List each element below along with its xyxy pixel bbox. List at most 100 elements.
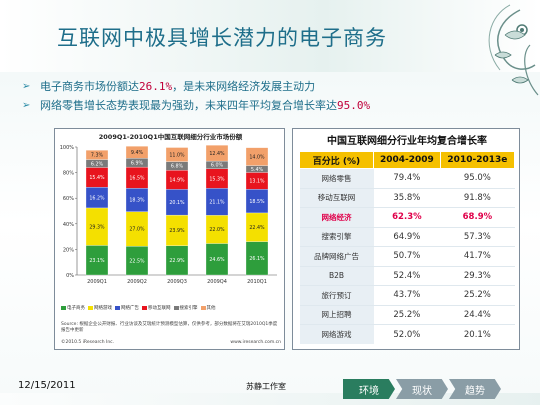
- chart-title: 2009Q1-2010Q1中国互联网细分行业市场份额: [98, 133, 243, 141]
- nav-tab-trend[interactable]: 趋势: [449, 379, 501, 399]
- row-value: 52.0%: [373, 324, 441, 344]
- row-value: 57.3%: [440, 226, 515, 247]
- legend-label: 移动互联网: [148, 306, 171, 311]
- x-tick-label: 2009Q1: [87, 279, 107, 285]
- table-title: 中国互联网细分行业年均复合增长率: [327, 136, 487, 147]
- data-label: 9.4%: [131, 150, 144, 156]
- row-value: 95.0%: [440, 168, 515, 188]
- bullet-text: 网络零售增长态势表现最为强劲，未来四年平均复合增长率达: [40, 99, 337, 112]
- table-row: 移动互联网 35.8% 91.8%: [299, 187, 515, 208]
- bullet-item: ➢ 网络零售增长态势表现最为强劲，未来四年平均复合增长率达 95.0%: [22, 96, 370, 115]
- row-label: 移动互联网: [299, 187, 374, 208]
- data-label: 11.0%: [169, 152, 185, 158]
- chart-footer: ©2010.5 iResearch Inc. www.iresearch.com…: [61, 340, 281, 345]
- bar-segment: [85, 150, 109, 160]
- row-value: 68.9%: [440, 207, 515, 227]
- chart-legend: 电子商务 网络游戏 网络广告 移动互联网 搜索引擎 其他: [61, 305, 283, 311]
- data-label: 6.2%: [91, 161, 104, 167]
- row-label: 旅行预订: [299, 285, 374, 305]
- legend-item: 电子商务: [61, 305, 85, 311]
- data-label: 23.9%: [169, 228, 185, 234]
- x-tick-label: 2010Q1: [247, 279, 267, 285]
- data-label: 5.4%: [251, 167, 264, 173]
- chart-website: www.iresearch.com.cn: [230, 340, 281, 345]
- x-tick-label: 2009Q2: [127, 279, 147, 285]
- legend-item: 网络游戏: [88, 305, 112, 311]
- legend-swatch: [142, 306, 147, 310]
- bullet-item: ➢ 电子商务市场份额达 26.1% ，是未来网络经济发展主动力: [22, 77, 370, 96]
- arrow-bullet-icon: ➢: [22, 100, 31, 111]
- y-tick-label: 60%: [63, 196, 74, 202]
- slide-author: 苏静工作室: [246, 382, 286, 391]
- legend-swatch: [61, 306, 66, 310]
- chart-copyright: ©2010.5 iResearch Inc.: [61, 340, 115, 345]
- nav-tab-status[interactable]: 现状: [396, 379, 448, 399]
- table-header: 百分比 (%): [299, 151, 374, 169]
- bullet-highlight: 95.0%: [337, 99, 371, 112]
- legend-label: 网络游戏: [94, 306, 112, 311]
- chart-source: Source: 根据企业公开财报、行业访谈及艾瑞统计预测模型估算，仅供参考，部分…: [61, 322, 278, 333]
- bullet-list: ➢ 电子商务市场份额达 26.1% ，是未来网络经济发展主动力 ➢ 网络零售增长…: [22, 77, 370, 115]
- stacked-bar-chart: 0% 20% 40% 60% 80% 100% 23.1% 29.3% 16.2% 15.4% 6.…: [54, 128, 285, 350]
- row-value: 50.7%: [373, 246, 441, 266]
- data-label: 13.1%: [249, 179, 265, 185]
- y-tick-label: 20%: [63, 247, 74, 253]
- legend-swatch: [88, 306, 93, 310]
- nav-tab-environment[interactable]: 环境: [343, 379, 395, 399]
- bar-segment: [245, 147, 269, 166]
- row-value: 41.7%: [440, 246, 515, 266]
- header-band: [0, 0, 540, 72]
- legend-label: 网络广告: [121, 306, 139, 311]
- legend-label: 电子商务: [67, 306, 85, 311]
- row-value: 62.3%: [373, 207, 441, 227]
- data-label: 23.1%: [89, 258, 105, 264]
- bar-segment: [165, 147, 189, 162]
- row-label: 网上招聘: [299, 304, 374, 325]
- data-label: 26.1%: [249, 256, 265, 262]
- peacock-ornament-icon: [488, 4, 539, 96]
- row-value: 43.7%: [373, 285, 441, 305]
- legend-item: 其他: [200, 305, 216, 311]
- x-tick-label: 2009Q3: [167, 279, 187, 285]
- data-label: 14.9%: [169, 178, 185, 184]
- legend-item: 网络广告: [115, 305, 139, 311]
- row-label: 品牌网络广告: [299, 246, 374, 266]
- data-label: 29.3%: [89, 224, 105, 230]
- y-tick-label: 0%: [66, 273, 74, 279]
- table-row: 网络经济 62.3% 68.9%: [299, 207, 515, 227]
- row-label: B2B: [299, 265, 374, 286]
- table-row: 网络游戏 52.0% 20.1%: [299, 324, 515, 344]
- growth-table: 百分比 (%) 2004-2009 2010-2013e 网络零售 79.4% 95…: [299, 151, 516, 344]
- legend-item: 搜索引擎: [173, 305, 198, 311]
- row-value: 64.9%: [373, 226, 441, 247]
- growth-table-panel: 中国互联网细分行业年均复合增长率 百分比 (%) 2004-2009 2010-…: [292, 128, 520, 350]
- bullet-text: 电子商务市场份额达: [40, 80, 139, 93]
- legend-swatch: [115, 306, 120, 310]
- data-label: 6.9%: [131, 160, 144, 166]
- slide-title: 互联网中极具增长潜力的电子商务: [57, 26, 387, 50]
- data-label: 27.0%: [129, 227, 145, 233]
- row-value: 91.8%: [440, 187, 515, 208]
- data-label: 22.0%: [209, 227, 225, 233]
- table-header: 2004-2009: [373, 151, 441, 169]
- legend-label: 其他: [206, 306, 216, 311]
- row-value: 29.3%: [440, 265, 515, 286]
- table-row: B2B 52.4% 29.3%: [299, 265, 515, 286]
- data-label: 18.5%: [249, 199, 265, 205]
- y-tick-label: 40%: [63, 222, 74, 228]
- row-label: 搜索引擎: [299, 226, 374, 247]
- table-row: 网络零售 79.4% 95.0%: [299, 168, 515, 188]
- bar-segment: [205, 145, 229, 162]
- row-value: 25.2%: [373, 304, 441, 325]
- table-header: 2010-2013e: [439, 151, 516, 169]
- data-label: 6.8%: [171, 164, 184, 170]
- legend-swatch: [200, 306, 206, 310]
- table-row: 搜索引擎 64.9% 57.3%: [299, 226, 515, 247]
- data-label: 15.3%: [209, 176, 225, 182]
- y-tick-label: 100%: [60, 145, 75, 151]
- row-label: 网络零售: [299, 168, 374, 188]
- row-value: 79.4%: [373, 168, 441, 188]
- data-label: 15.4%: [89, 175, 105, 181]
- y-tick-label: 80%: [63, 171, 74, 177]
- legend-item: 移动互联网: [142, 305, 171, 311]
